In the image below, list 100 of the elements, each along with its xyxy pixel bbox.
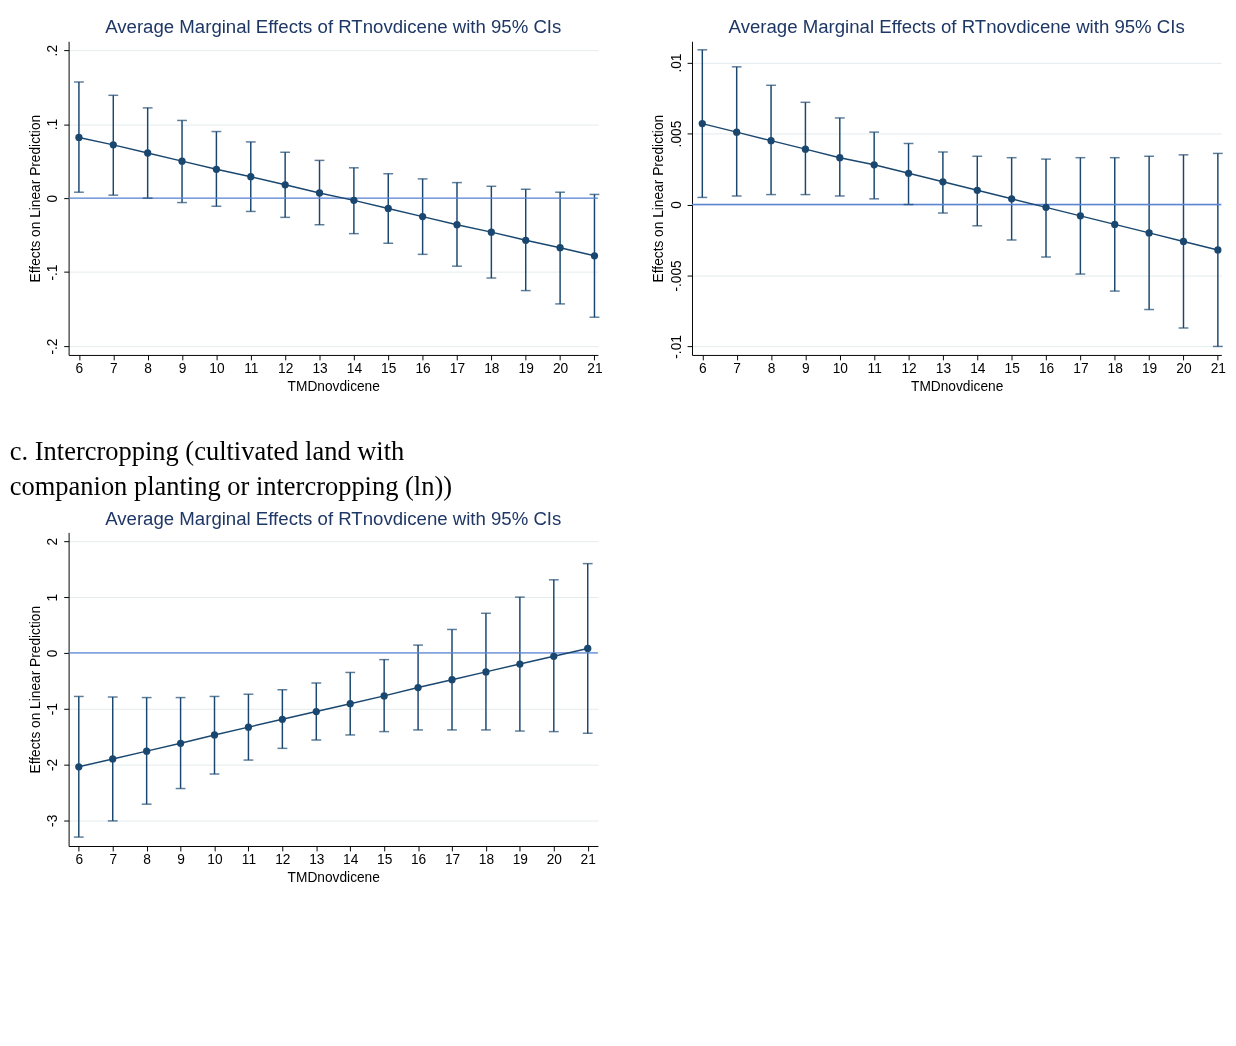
x-tick-label: 6	[75, 361, 84, 377]
y-tick-label: 1	[45, 593, 61, 602]
point	[1214, 246, 1222, 254]
point	[448, 676, 456, 684]
chart-title: Average Marginal Effects of RTnovdicene with 95% CIs	[105, 507, 562, 529]
point	[418, 212, 427, 221]
point	[312, 707, 320, 716]
point	[109, 755, 117, 763]
y-tick-label: -2	[45, 758, 61, 772]
point	[487, 228, 495, 236]
point	[281, 181, 289, 189]
x-tick-label: 7	[109, 361, 118, 377]
x-tick-label: 13	[309, 852, 325, 868]
y-tick-label: 0	[45, 649, 61, 658]
point	[482, 668, 490, 676]
x-tick-label: 9	[802, 361, 810, 377]
point	[380, 692, 388, 700]
point	[453, 221, 461, 229]
point	[522, 236, 530, 244]
x-tick-label: 9	[178, 361, 187, 377]
text: c. Intercropping (cultivated land with companion planting or intercropping (ln))	[9, 436, 453, 501]
x-tick-label: 15	[381, 361, 397, 377]
point	[414, 683, 422, 692]
point	[584, 644, 592, 653]
y-tick-label: -.005	[668, 259, 684, 292]
x-axis-title: TMDnovdicene	[287, 869, 381, 885]
x-tick-label: 18	[1107, 361, 1124, 377]
x-tick-label: 16	[415, 361, 432, 377]
point	[1008, 195, 1016, 203]
y-tick-label: 0	[668, 200, 684, 209]
y-tick-label: .01	[668, 53, 684, 73]
x-tick-label: 10	[209, 361, 225, 377]
x-tick-label: 7	[733, 361, 741, 377]
y-tick-label: 0	[45, 194, 61, 203]
point	[75, 133, 83, 142]
point	[904, 169, 913, 177]
x-tick-label: 21	[1210, 361, 1226, 377]
point	[144, 149, 152, 157]
point	[346, 700, 354, 708]
x-tick-label: 18	[478, 852, 495, 868]
x-tick-label: 7	[109, 852, 118, 868]
y-tick-label: -.2	[45, 338, 61, 355]
x-tick-label: 8	[144, 361, 153, 377]
x-tick-label: 21	[587, 361, 603, 377]
point	[1042, 203, 1050, 211]
x-tick-label: 11	[241, 852, 257, 868]
x-tick-label: 8	[767, 361, 776, 377]
y-tick-label: -1	[45, 703, 61, 716]
point	[75, 763, 83, 771]
x-tick-label: 13	[935, 361, 952, 377]
point	[384, 204, 392, 213]
x-tick-label: 12	[278, 361, 294, 377]
point	[973, 186, 981, 194]
x-tick-label: 15	[1004, 361, 1021, 377]
point	[870, 161, 878, 169]
point	[278, 715, 286, 723]
y-tick-label: -3	[45, 814, 61, 827]
x-tick-label: 20	[552, 361, 569, 377]
x-tick-label: 18	[484, 361, 500, 377]
point	[1111, 220, 1119, 229]
y-tick-label: .1	[45, 118, 61, 131]
x-tick-label: 20	[1176, 361, 1192, 377]
point	[590, 252, 599, 260]
point	[350, 196, 358, 204]
x-tick-label: 13	[312, 361, 328, 377]
x-tick-label: 6	[75, 852, 84, 868]
point	[801, 145, 810, 153]
point	[836, 154, 844, 162]
x-tick-label: 8	[143, 852, 152, 868]
point	[1076, 212, 1085, 220]
y-tick-label: 2	[45, 537, 61, 546]
x-tick-label: 14	[346, 361, 363, 377]
x-axis-title: TMDnovdicene	[287, 378, 381, 394]
x-tick-label: 17	[444, 852, 461, 868]
point	[247, 173, 255, 181]
x-tick-label: 19	[1141, 361, 1158, 377]
x-tick-label: 12	[275, 852, 291, 868]
x-tick-label: 17	[449, 361, 466, 377]
point	[244, 723, 253, 731]
x-tick-label: 9	[177, 852, 185, 868]
x-tick-label: 10	[207, 852, 223, 868]
x-tick-label: 11	[867, 361, 882, 377]
point	[109, 141, 117, 149]
point	[1145, 229, 1153, 237]
point	[698, 119, 706, 128]
point	[315, 189, 324, 197]
point	[212, 165, 221, 173]
x-tick-label: 21	[580, 852, 596, 868]
x-tick-label: 15	[377, 852, 393, 868]
point	[939, 178, 947, 186]
point	[556, 244, 564, 252]
y-axis-title: Effects on Linear Prediction	[27, 114, 43, 283]
x-tick-label: 14	[343, 852, 359, 868]
x-tick-label: 12	[901, 361, 917, 377]
y-tick-label: -.1	[45, 264, 61, 281]
point	[210, 731, 219, 739]
point	[143, 747, 151, 755]
x-tick-label: 11	[244, 361, 259, 377]
x-tick-label: 17	[1073, 361, 1089, 377]
point	[550, 652, 558, 660]
